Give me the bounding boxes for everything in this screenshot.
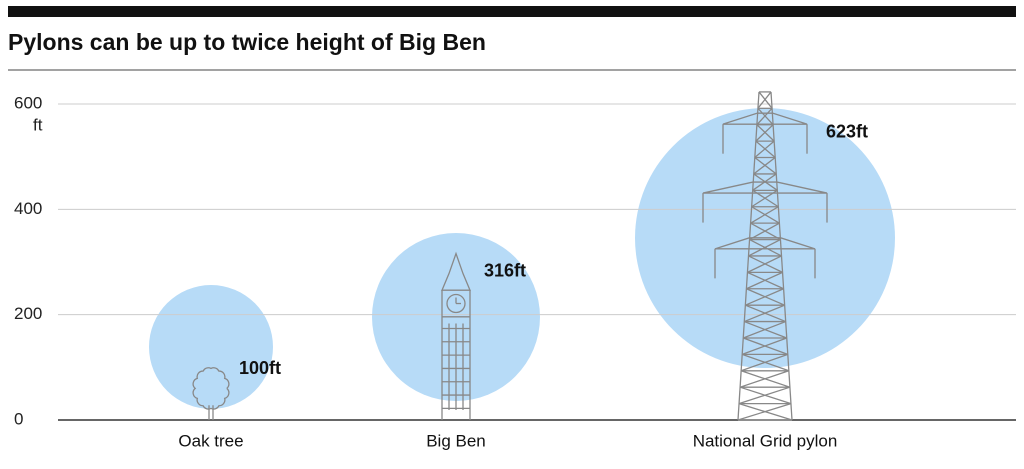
icon-stroke: [446, 293, 466, 314]
x-tick-label: National Grid pylon: [693, 431, 838, 450]
icon-stroke: [754, 140, 775, 159]
y-tick-label: 400: [14, 199, 42, 218]
icon-stroke: [757, 91, 772, 109]
y-axis-unit: ft: [33, 116, 43, 135]
chart-title: Pylons can be up to twice height of Big …: [8, 29, 486, 55]
icon-stroke: [738, 386, 791, 405]
y-tick-label: 200: [14, 304, 42, 323]
icon-stroke: [441, 251, 471, 291]
top-bar: [8, 6, 1016, 17]
icon-stroke: [741, 337, 787, 355]
icon-stroke: [743, 320, 786, 339]
value-label: 623ft: [826, 122, 868, 142]
icon-stroke: [755, 140, 776, 159]
icon-stroke: [756, 107, 773, 126]
icon-stroke: [757, 107, 774, 126]
backdrop-circle: [149, 285, 273, 409]
icon-stroke: [745, 288, 784, 306]
icon-stroke: [753, 157, 776, 175]
y-tick-label: 600: [14, 94, 42, 113]
icon-stroke: [746, 271, 783, 290]
x-tick-label: Big Ben: [426, 431, 486, 450]
icon-stroke: [750, 206, 779, 224]
value-label: 100ft: [239, 358, 281, 378]
icon-stroke: [192, 367, 230, 410]
icon-stroke: [744, 304, 785, 323]
pictogram-icon: [441, 251, 471, 420]
icon-stroke: [737, 402, 792, 421]
icon-stroke: [739, 370, 790, 388]
icon-stroke: [714, 237, 816, 250]
icon-stroke: [748, 238, 781, 257]
icon-stroke: [758, 91, 773, 109]
icon-stroke: [755, 124, 774, 142]
icon-stroke: [740, 353, 789, 372]
icon-stroke: [702, 181, 828, 194]
icon-stroke: [747, 255, 782, 273]
pictogram-icon: [192, 367, 230, 420]
y-tick-label: 0: [14, 409, 23, 428]
icon-stroke: [756, 124, 775, 142]
icon-stroke: [722, 112, 808, 125]
value-label: 316ft: [484, 260, 526, 280]
pictogram-icon: [702, 91, 828, 421]
x-tick-label: Oak tree: [178, 431, 243, 450]
icon-stroke: [749, 222, 780, 241]
